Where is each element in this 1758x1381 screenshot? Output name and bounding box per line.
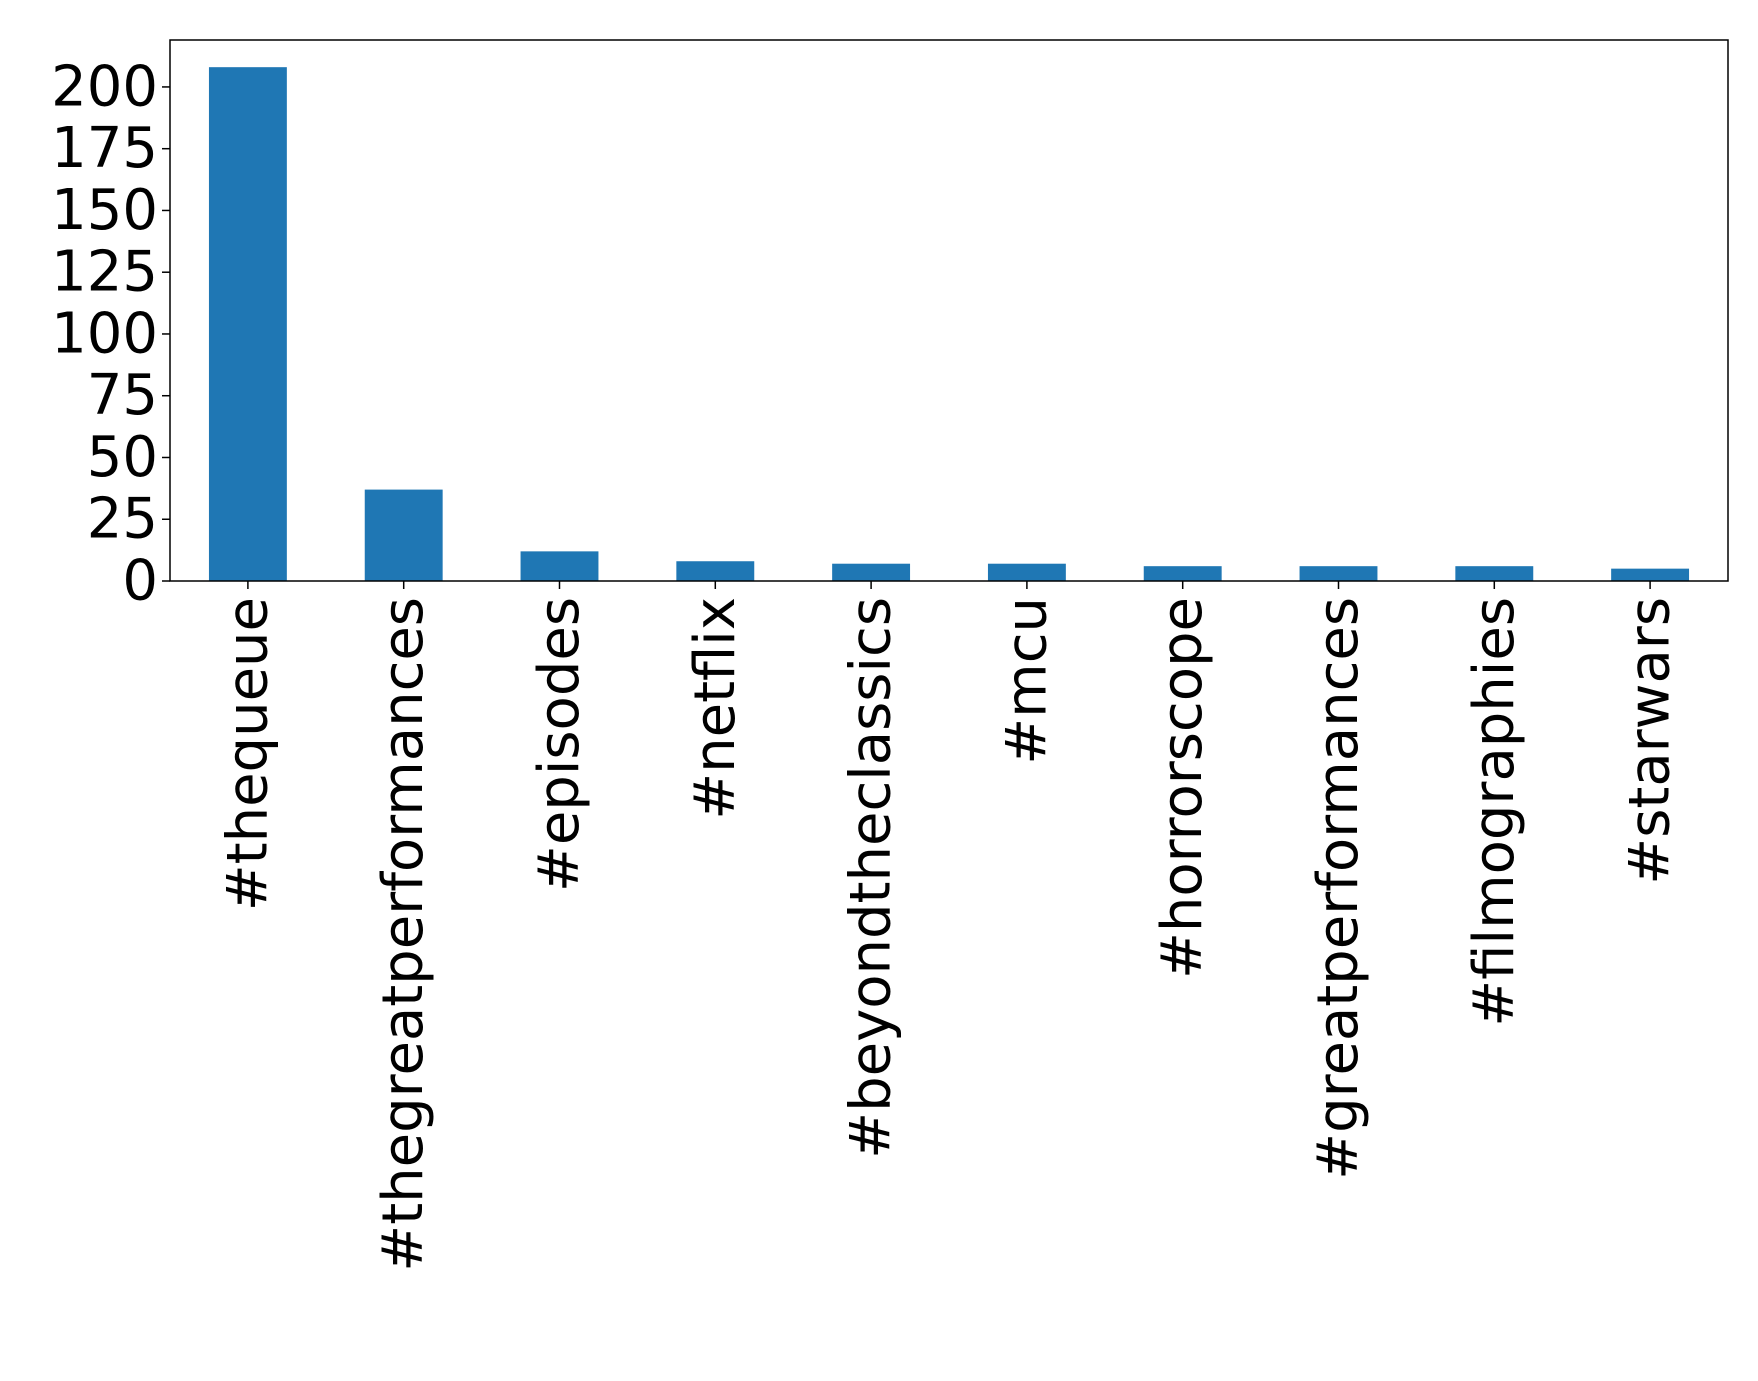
x-tick-label: #mcu: [994, 597, 1059, 765]
y-tick-label: 150: [51, 178, 158, 243]
bar: [1143, 566, 1222, 581]
x-tick-label: #greatperformances: [1306, 597, 1371, 1180]
bars-group: [208, 67, 1690, 581]
x-axis: #thequeue #thegreatperformances #episodes #…: [215, 581, 1683, 1272]
y-tick-label: 50: [87, 425, 158, 490]
bar: [1611, 568, 1690, 581]
y-tick-label: 0: [122, 549, 158, 614]
x-tick-label: #starwars: [1618, 597, 1683, 885]
x-tick-label: #beyondtheclassics: [839, 597, 904, 1159]
y-tick-label: 25: [87, 487, 158, 552]
bar: [208, 67, 287, 581]
bar: [520, 551, 599, 581]
x-tick-label: #thequeue: [215, 597, 280, 911]
x-tick-label: #episodes: [527, 597, 592, 892]
y-tick-label: 200: [51, 54, 158, 119]
bar: [832, 563, 911, 581]
bar: [1299, 566, 1378, 581]
y-tick-label: 75: [87, 363, 158, 428]
plot-frame: [169, 39, 1729, 582]
bar: [364, 489, 443, 581]
x-tick-label: #filmographies: [1462, 597, 1527, 1027]
bar: [676, 561, 755, 581]
x-tick-label: #thegreatperformances: [371, 597, 436, 1272]
y-tick-label: 125: [51, 240, 158, 305]
y-tick-label: 175: [51, 116, 158, 181]
y-tick-label: 100: [51, 301, 158, 366]
bar: [987, 563, 1066, 581]
x-tick-label: #netflix: [683, 597, 748, 820]
x-tick-label: #horrorscope: [1150, 597, 1215, 979]
bar: [1455, 566, 1534, 581]
